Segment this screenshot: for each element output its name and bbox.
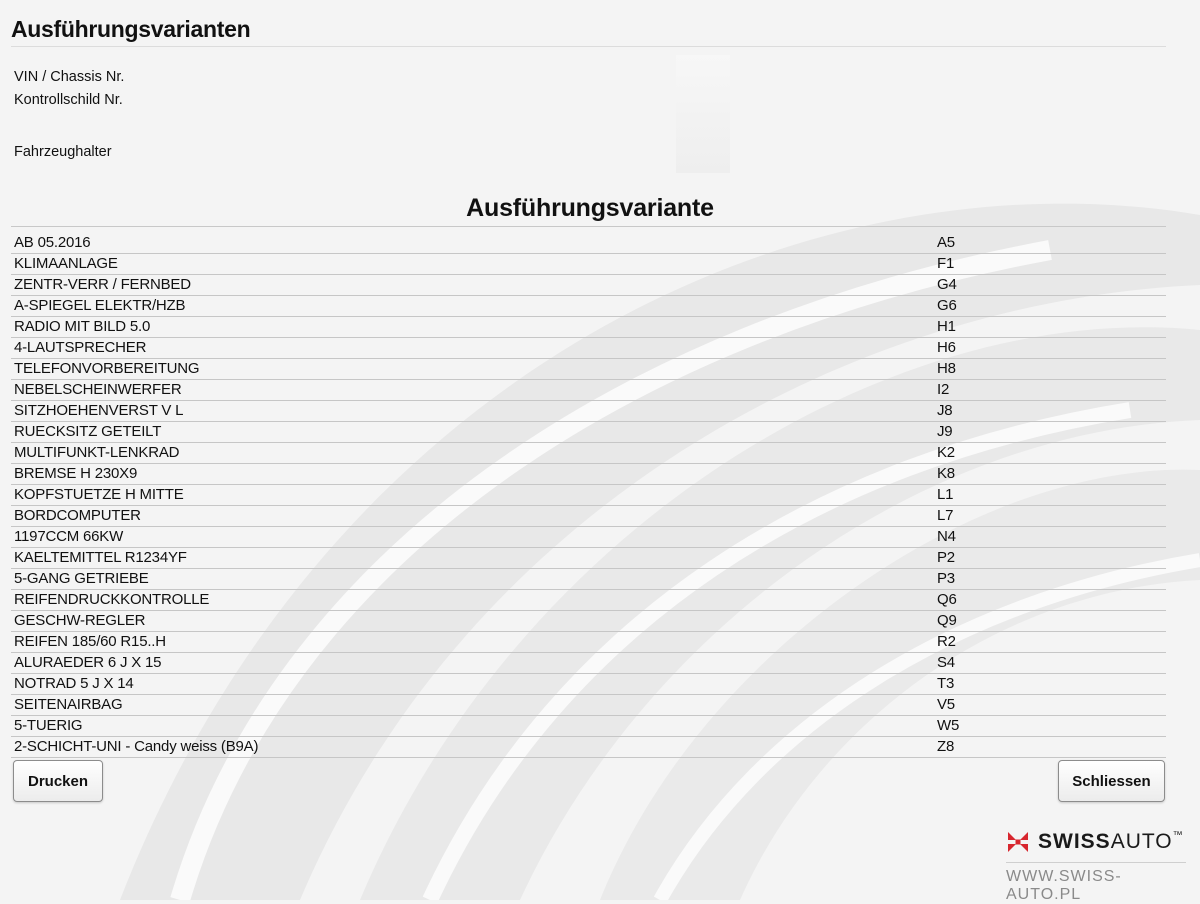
variant-label: RADIO MIT BILD 5.0 [11,316,937,338]
variant-code: G6 [937,295,1166,317]
variant-label: RUECKSITZ GETEILT [11,421,937,443]
variant-label: KAELTEMITTEL R1234YF [11,547,937,569]
variant-label: 5-TUERIG [11,715,937,737]
brand-name-thin: AUTO [1110,830,1173,853]
table-row: SEITENAIRBAG V5 [11,694,1166,716]
table-row: KOPFSTUETZE H MITTE L1 [11,484,1166,506]
variant-code: T3 [937,673,1166,695]
table-row: RUECKSITZ GETEILT J9 [11,421,1166,443]
variant-code: J8 [937,400,1166,422]
variant-label: 4-LAUTSPRECHER [11,337,937,359]
table-row: A-SPIEGEL ELEKTR/HZB G6 [11,295,1166,317]
variant-code: Z8 [937,736,1166,758]
page-title: Ausführungsvarianten [11,16,251,42]
variant-label: SEITENAIRBAG [11,694,937,716]
brand-name: SWISSAUTO™ [1038,830,1184,854]
variant-code: V5 [937,694,1166,716]
variant-code: P2 [937,547,1166,569]
variant-code: I2 [937,379,1166,401]
variant-code: K2 [937,442,1166,464]
variant-code: S4 [937,652,1166,674]
variant-code: L1 [937,484,1166,506]
table-row: KAELTEMITTEL R1234YF P2 [11,547,1166,569]
brand-name-bold: SWISS [1038,830,1111,853]
table-row: BREMSE H 230X9 K8 [11,463,1166,485]
variant-code: A5 [937,233,1166,254]
variant-label: AB 05.2016 [11,233,937,254]
table-row: KLIMAANLAGE F1 [11,253,1166,275]
swiss-auto-watermark: SWISSAUTO™ WWW.SWISS-AUTO.PL [1006,830,1191,903]
print-button[interactable]: Drucken [13,760,103,802]
variant-label: NEBELSCHEINWERFER [11,379,937,401]
variant-label: GESCHW-REGLER [11,610,937,632]
variant-label: A-SPIEGEL ELEKTR/HZB [11,295,937,317]
brand-divider [1006,862,1186,863]
brand-url: WWW.SWISS-AUTO.PL [1006,868,1122,903]
variant-label: ZENTR-VERR / FERNBED [11,274,937,296]
table-row: MULTIFUNKT-LENKRAD K2 [11,442,1166,464]
table-header-divider [11,226,1166,227]
variant-label: REIFENDRUCKKONTROLLE [11,589,937,611]
trademark-mark: ™ [1172,830,1184,841]
variant-label: KOPFSTUETZE H MITTE [11,484,937,506]
table-row: ZENTR-VERR / FERNBED G4 [11,274,1166,296]
variant-label: NOTRAD 5 J X 14 [11,673,937,695]
variant-code: H8 [937,358,1166,380]
variant-code: F1 [937,253,1166,275]
variant-label: 2-SCHICHT-UNI - Candy weiss (B9A) [11,736,937,758]
variant-code: H6 [937,337,1166,359]
variant-table: AB 05.2016 A5 KLIMAANLAGE F1 ZENTR-VERR / FE… [11,233,1166,758]
table-row: GESCHW-REGLER Q9 [11,610,1166,632]
table-row: 5-TUERIG W5 [11,715,1166,737]
close-button[interactable]: Schliessen [1058,760,1165,802]
variant-label: MULTIFUNKT-LENKRAD [11,442,937,464]
variant-label: 5-GANG GETRIEBE [11,568,937,590]
variant-code: N4 [937,526,1166,548]
table-row: 2-SCHICHT-UNI - Candy weiss (B9A) Z8 [11,736,1166,758]
table-row: AB 05.2016 A5 [11,233,1166,254]
variant-label: REIFEN 185/60 R15..H [11,631,937,653]
title-divider [11,46,1166,47]
table-row: TELEFONVORBEREITUNG H8 [11,358,1166,380]
table-row: ALURAEDER 6 J X 15 S4 [11,652,1166,674]
owner-label: Fahrzeughalter [14,144,112,160]
table-row: NEBELSCHEINWERFER I2 [11,379,1166,401]
variant-label: SITZHOEHENVERST V L [11,400,937,422]
table-row: 4-LAUTSPRECHER H6 [11,337,1166,359]
plate-label: Kontrollschild Nr. [14,92,123,108]
variant-code: K8 [937,463,1166,485]
variant-code: Q6 [937,589,1166,611]
variant-code: W5 [937,715,1166,737]
table-row: RADIO MIT BILD 5.0 H1 [11,316,1166,338]
table-row: 1197CCM 66KW N4 [11,526,1166,548]
table-row: 5-GANG GETRIEBE P3 [11,568,1166,590]
swiss-cross-icon [1008,832,1028,852]
variant-label: KLIMAANLAGE [11,253,937,275]
vin-label: VIN / Chassis Nr. [14,69,125,85]
variant-code: R2 [937,631,1166,653]
table-row: REIFENDRUCKKONTROLLE Q6 [11,589,1166,611]
variant-label: BREMSE H 230X9 [11,463,937,485]
table-row: SITZHOEHENVERST V L J8 [11,400,1166,422]
table-row: REIFEN 185/60 R15..H R2 [11,631,1166,653]
variant-label: TELEFONVORBEREITUNG [11,358,937,380]
variant-code: P3 [937,568,1166,590]
variant-label: BORDCOMPUTER [11,505,937,527]
table-row: BORDCOMPUTER L7 [11,505,1166,527]
section-title: Ausführungsvariante [466,194,714,222]
variant-code: L7 [937,505,1166,527]
variant-label: ALURAEDER 6 J X 15 [11,652,937,674]
variant-code: H1 [937,316,1166,338]
variant-code: G4 [937,274,1166,296]
variant-code: Q9 [937,610,1166,632]
variant-label: 1197CCM 66KW [11,526,937,548]
redacted-info-area [676,55,730,173]
table-row: NOTRAD 5 J X 14 T3 [11,673,1166,695]
variant-code: J9 [937,421,1166,443]
